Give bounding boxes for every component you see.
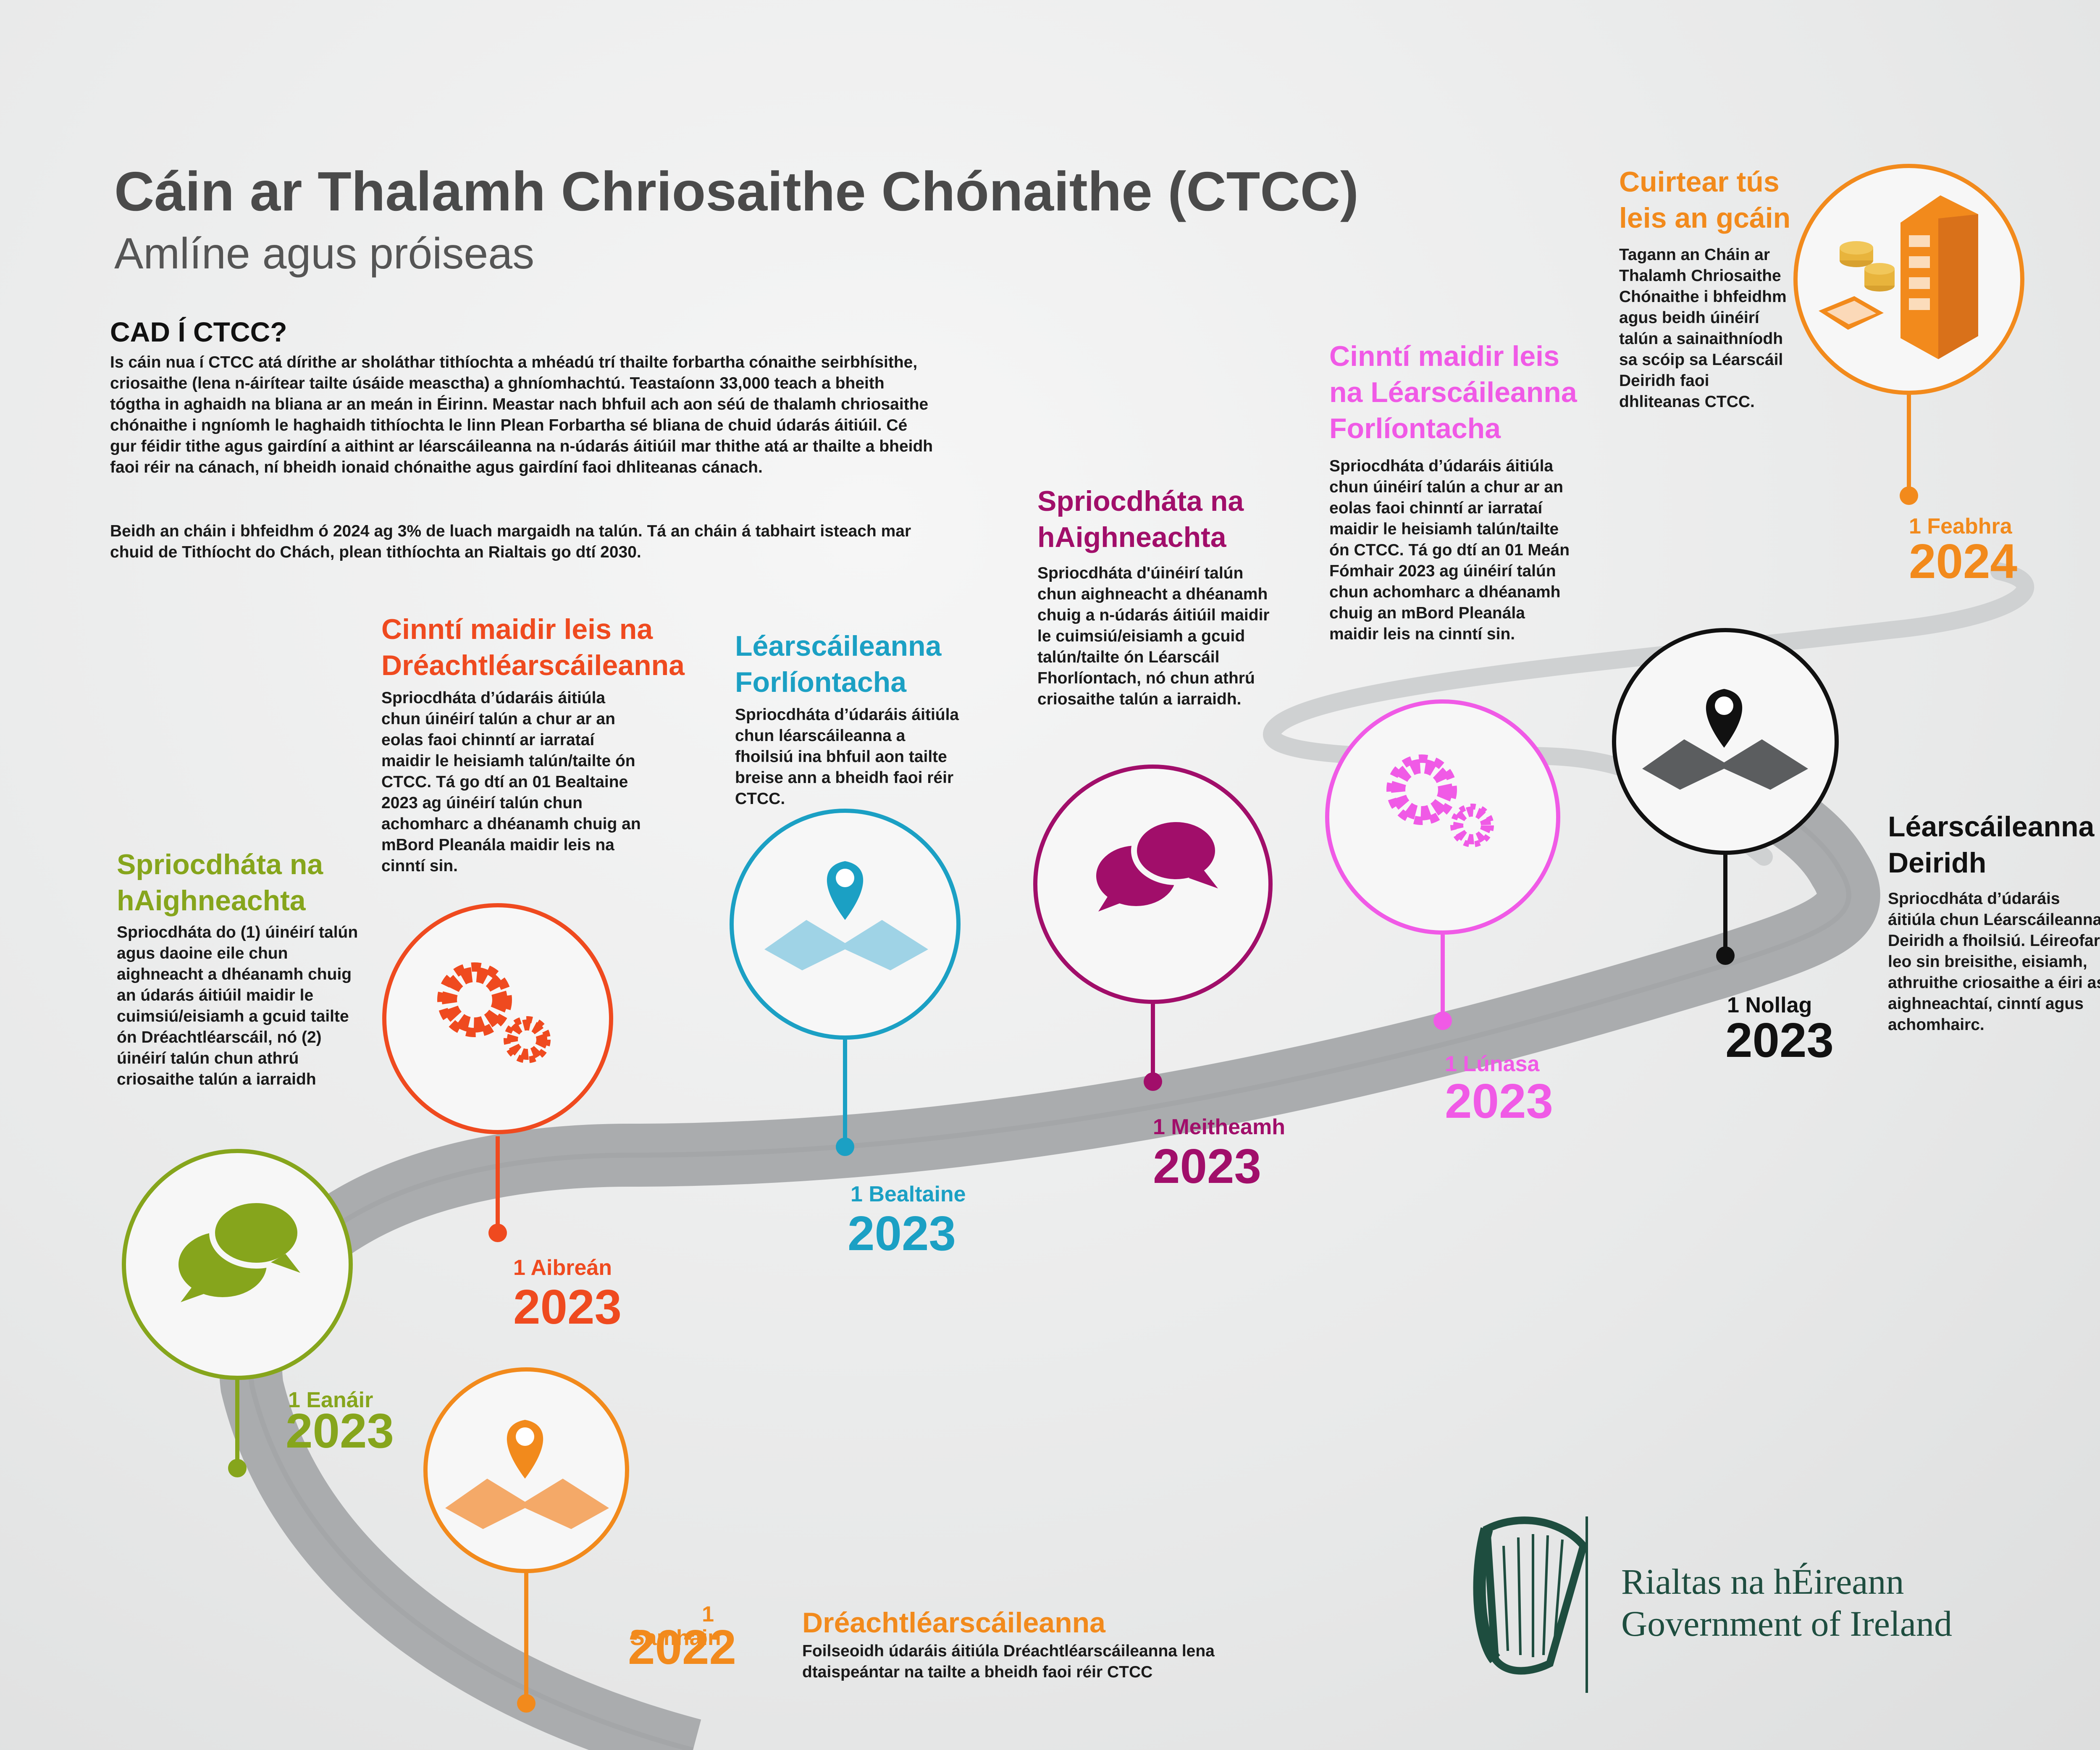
milestone-heading: Spriocdháta na hAighneachta: [117, 849, 323, 917]
main-road: [219, 750, 1880, 1750]
milestone-text-feb-2024: Cuirtear tús leis an gcáin Tagann an Chá…: [1619, 164, 1796, 413]
milestone-description: Tagann an Cháin ar Thalamh Chriosaithe C…: [1619, 246, 1787, 411]
gears-icon: [437, 962, 551, 1063]
page-title: Cáin ar Thalamh Chriosaithe Chónaithe (C…: [114, 160, 1359, 222]
milestone-description: Spriocdháta d’údaráis áitiúla chun úinéi…: [1329, 457, 1570, 643]
map-pin-icon: [445, 1420, 609, 1529]
milestone-heading: Cinntí maidir leis na Léarscáileanna For…: [1329, 340, 1577, 444]
speech-bubbles-icon: [178, 1197, 303, 1302]
milestone-text-apr-2023: Cinntí maidir leis na Dréachtléarscáilea…: [381, 611, 717, 877]
government-name-english: Government of Ireland: [1621, 1603, 1953, 1644]
milestone-year-feb-2024: 2024: [1909, 534, 2018, 589]
date-label: 1 Meitheamh: [1153, 1115, 1285, 1139]
milestone-year-may-2023: 2023: [848, 1206, 956, 1261]
milestone-text-jan-2023: Spriocdháta na hAighneachta Spriocdháta …: [117, 846, 369, 1090]
milestone-year-jun-2023: 2023: [1153, 1139, 1262, 1193]
logo-divider: [1586, 1516, 1588, 1693]
speech-bubbles-icon: [1096, 816, 1221, 912]
milestone-jan-2023: [122, 1149, 353, 1477]
intro-paragraph-1: Is cáin nua í CTCC atá dírithe ar sholát…: [110, 353, 933, 476]
milestone-dec-2023: [1612, 628, 1839, 965]
milestone-description: Spriocdháta d’údaráis áitiúla chun léars…: [735, 706, 959, 808]
milestone-heading: Léarscáileanna Deiridh: [1888, 811, 2095, 879]
milestone-feb-2024: [1793, 164, 2024, 505]
milestone-description: Spriocdháta d’údaráis áitiúla chun úinéi…: [381, 689, 641, 875]
date-label: 1 Lúnasa: [1445, 1052, 1540, 1076]
map-pin-icon: [764, 861, 928, 970]
date-label: 1 Feabhra: [1909, 514, 2012, 539]
milestone-description: Spriocdháta d'úinéirí talún chun aighnea…: [1037, 564, 1270, 708]
milestone-date-apr-2023: 1 Aibreán: [513, 1256, 612, 1280]
milestone-apr-2023: [382, 903, 613, 1242]
building-coins-icon: [1819, 195, 1978, 359]
date-label: 1 Samhain: [630, 1602, 721, 1650]
milestone-heading: Cuirtear tús leis an gcáin: [1619, 166, 1791, 234]
milestone-heading: Spriocdháta na hAighneachta: [1037, 485, 1244, 553]
date-label: 1 Aibreán: [513, 1256, 612, 1280]
milestone-text-jun-2023: Spriocdháta na hAighneachta Spriocdháta …: [1037, 483, 1289, 710]
milestone-heading: Léarscáileanna Forlíontacha: [735, 630, 942, 698]
milestone-date-nov-2022: 1 Samhain: [630, 1602, 721, 1650]
milestone-description: Spriocdháta do (1) úinéirí talún agus da…: [117, 923, 358, 1088]
milestone-year-jan-2023: 2023: [286, 1403, 394, 1458]
map-pin-icon: [1642, 689, 1808, 790]
milestone-text-may-2023: Léarscáileanna Forlíontacha Spriocdháta …: [735, 628, 962, 809]
milestone-year-aug-2023: 2023: [1445, 1074, 1554, 1128]
government-name-irish: Rialtas na hÉireann: [1621, 1561, 1904, 1602]
date-label: 1 Nollag: [1727, 993, 1812, 1017]
page-subtitle: Amlíne agus próiseas: [114, 229, 535, 278]
milestone-text-dec-2023: Léarscáileanna Deiridh Spriocdháta d’úda…: [1888, 809, 2100, 1035]
milestone-heading: Cinntí maidir leis na Dréachtléarscáilea…: [381, 613, 685, 681]
milestone-description: Foilseoidh údaráis áitiúla Dréachtléarsc…: [802, 1642, 1215, 1681]
milestone-date-jan-2023: 1 Eanáir: [288, 1388, 373, 1412]
milestone-date-may-2023: 1 Bealtaine: [850, 1182, 966, 1206]
milestone-jun-2023: [1033, 765, 1273, 1091]
harp-icon: [1473, 1516, 1588, 1675]
milestone-text-nov-2022: Dréachtléarscáileanna Foilseoidh údaráis…: [802, 1605, 1243, 1683]
gears-icon: [1386, 754, 1494, 847]
milestone-date-jun-2023: 1 Meitheamh: [1153, 1115, 1285, 1139]
milestone-year-nov-2022: 2022: [628, 1620, 737, 1674]
milestone-year-dec-2023: 2023: [1725, 1013, 1834, 1067]
milestone-text-aug-2023: Cinntí maidir leis na Léarscáileanna For…: [1329, 338, 1598, 645]
milestone-aug-2023: [1325, 699, 1560, 1030]
milestone-date-aug-2023: 1 Lúnasa: [1445, 1052, 1539, 1076]
milestone-date-dec-2023: 1 Nollag: [1727, 993, 1812, 1017]
distant-road: [1263, 562, 2034, 866]
milestone-nov-2022: [423, 1367, 629, 1713]
date-label: 1 Eanáir: [288, 1388, 373, 1412]
date-label: 1 Bealtaine: [850, 1182, 966, 1206]
milestone-may-2023: [730, 809, 961, 1156]
milestone-year-apr-2023: 2023: [513, 1280, 622, 1334]
intro-paragraph-2: Beidh an cháin i bhfeidhm ó 2024 ag 3% d…: [110, 522, 911, 561]
milestone-heading: Dréachtléarscáileanna: [802, 1607, 1105, 1639]
milestone-description: Spriocdháta d’údaráis áitiúla chun Léars…: [1888, 890, 2100, 1034]
intro-heading: CAD Í CTCC?: [110, 316, 287, 347]
milestone-date-feb-2024: 1 Feabhra: [1909, 515, 2012, 538]
